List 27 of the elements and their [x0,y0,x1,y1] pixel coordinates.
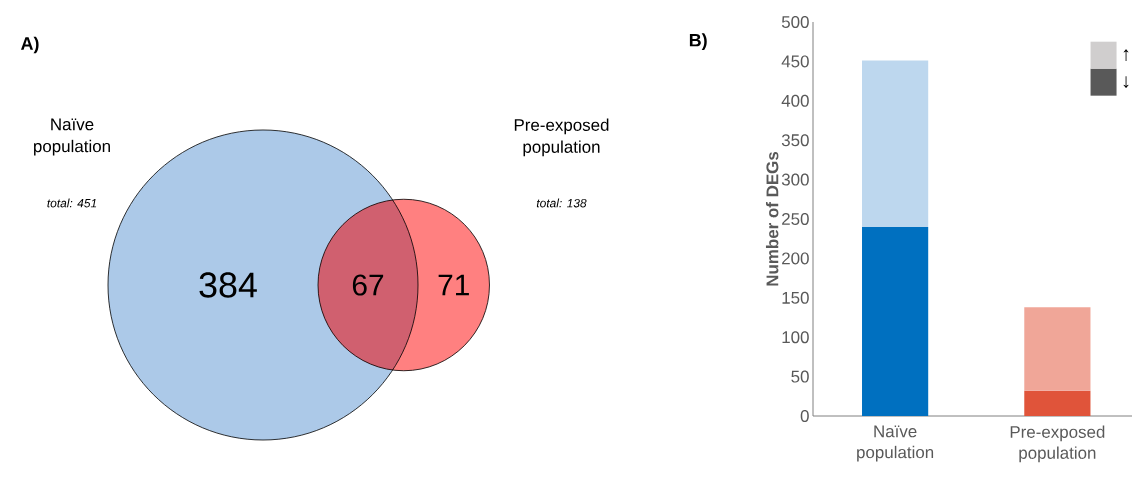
bar [862,226,929,416]
y-tick-label: 500 [781,16,809,28]
y-tick-label: 50 [791,370,809,383]
text: B) [689,33,707,51]
text: ↑ [1123,49,1129,62]
data-label: total: 138 [536,198,587,208]
y-tick-label: 300 [781,173,809,186]
category-label: Naïve population [34,118,110,156]
text: 384 [199,272,257,298]
category-label: Pre-exposed population [514,118,609,157]
data-label: total: 451 [47,198,97,208]
bar [1024,390,1091,416]
bar [1024,307,1091,391]
y-tick-label: 250 [782,213,809,225]
y-tick-label: 400 [781,94,809,107]
y-tick-label: 100 [782,331,809,344]
text: 71 [438,274,469,296]
y-tick-label: 200 [782,252,809,265]
text: 67 [352,274,384,296]
y-axis-title: Number of DEGs [765,151,779,286]
text: ↓ [1123,76,1129,89]
y-tick-label: 150 [782,291,809,304]
y-tick-label: 0 [800,410,809,422]
text: A) [20,36,39,54]
y-tick-label: 450 [781,55,809,68]
y-tick-label: 350 [781,134,809,147]
bar [862,60,929,227]
